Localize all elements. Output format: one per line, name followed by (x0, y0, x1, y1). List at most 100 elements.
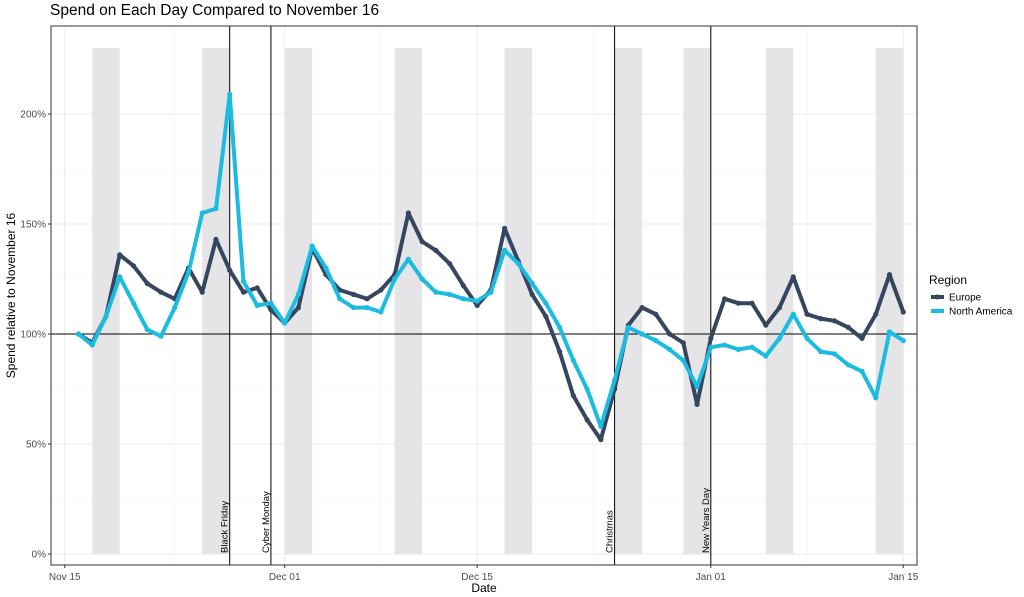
weekend-band (92, 48, 120, 554)
weekend-band (394, 48, 423, 554)
data-point (240, 278, 247, 284)
data-point (529, 280, 535, 286)
data-point (337, 296, 343, 302)
data-point (845, 362, 851, 368)
data-point (749, 344, 755, 350)
data-point (350, 291, 357, 297)
legend-title: Region (929, 273, 967, 287)
data-point (378, 287, 384, 293)
weekend-band (683, 48, 711, 554)
data-point (378, 309, 384, 315)
data-point (130, 263, 137, 269)
data-point (474, 302, 480, 308)
data-point (254, 302, 260, 308)
data-point (873, 395, 879, 401)
data-point (557, 349, 563, 355)
data-point (295, 305, 302, 311)
data-point (199, 210, 205, 216)
data-point (790, 274, 796, 280)
data-point (859, 368, 865, 374)
data-point (529, 291, 535, 297)
data-point (735, 300, 741, 306)
data-point (818, 316, 824, 322)
data-point (158, 289, 164, 295)
data-point (694, 384, 700, 390)
series-north-america (75, 91, 906, 429)
x-tick-label: Dec 15 (461, 572, 493, 583)
y-tick-label: 200% (20, 110, 46, 121)
data-point (570, 357, 576, 363)
data-point (460, 283, 466, 289)
data-point (447, 261, 453, 267)
data-point (721, 342, 728, 348)
data-point (185, 269, 192, 275)
weekend-band (614, 48, 643, 554)
x-tick-label: Nov 15 (49, 572, 81, 583)
data-point (75, 331, 82, 337)
data-point (213, 206, 219, 212)
panel-border (50, 25, 918, 566)
data-point (598, 423, 604, 429)
data-point (666, 331, 673, 337)
data-point (433, 247, 439, 253)
data-point (254, 285, 260, 291)
data-point (886, 329, 893, 335)
y-tick-label: 0% (32, 550, 47, 561)
data-point (309, 243, 315, 249)
data-point (364, 305, 370, 311)
legend-key-point (935, 294, 940, 300)
data-point (117, 252, 123, 258)
data-point (749, 300, 755, 306)
data-point (240, 289, 247, 295)
data-point (570, 393, 576, 399)
data-point (364, 296, 370, 302)
data-point (543, 300, 549, 306)
data-point (502, 247, 508, 253)
data-point (268, 300, 274, 306)
event-label: New Years Day (701, 488, 712, 553)
event-label: Black Friday (220, 500, 231, 553)
plot-panel: Black Friday Cyber Monday Christmas New Yea… (51, 26, 917, 565)
data-point (488, 289, 494, 295)
data-point (392, 276, 398, 282)
data-point (900, 338, 906, 344)
data-point (515, 261, 521, 267)
y-tick-label: 50% (26, 440, 46, 451)
data-point (103, 313, 109, 319)
data-point (213, 236, 219, 242)
weekend-band (504, 48, 533, 554)
data-point (447, 291, 453, 297)
data-point (419, 276, 425, 282)
data-point (708, 344, 714, 350)
data-point (227, 91, 233, 97)
data-point (405, 210, 411, 216)
data-point (735, 346, 741, 352)
data-point (584, 417, 590, 423)
y-tick-label: 150% (20, 220, 46, 231)
data-point (144, 327, 150, 333)
data-point (763, 353, 769, 359)
data-point (694, 401, 700, 407)
data-point (144, 280, 150, 286)
legend-label: North America (949, 307, 1013, 318)
x-tick-label: Jan 01 (696, 572, 726, 583)
data-point (295, 291, 302, 297)
data-point (873, 311, 879, 317)
x-tick-label: Jan 15 (888, 572, 918, 583)
data-point (721, 296, 728, 302)
data-point (227, 267, 233, 273)
data-point (790, 311, 796, 317)
data-point (543, 313, 549, 319)
data-point (502, 225, 508, 231)
legend-label: Europe (949, 293, 982, 304)
data-point (323, 265, 329, 271)
data-point (172, 305, 178, 311)
y-tick-label: 100% (20, 330, 46, 341)
data-point (818, 349, 824, 355)
legend-key-point (935, 308, 940, 314)
data-point (419, 239, 425, 245)
data-point (611, 377, 618, 383)
data-point (845, 324, 851, 330)
data-point (405, 256, 411, 262)
data-point (680, 340, 686, 346)
